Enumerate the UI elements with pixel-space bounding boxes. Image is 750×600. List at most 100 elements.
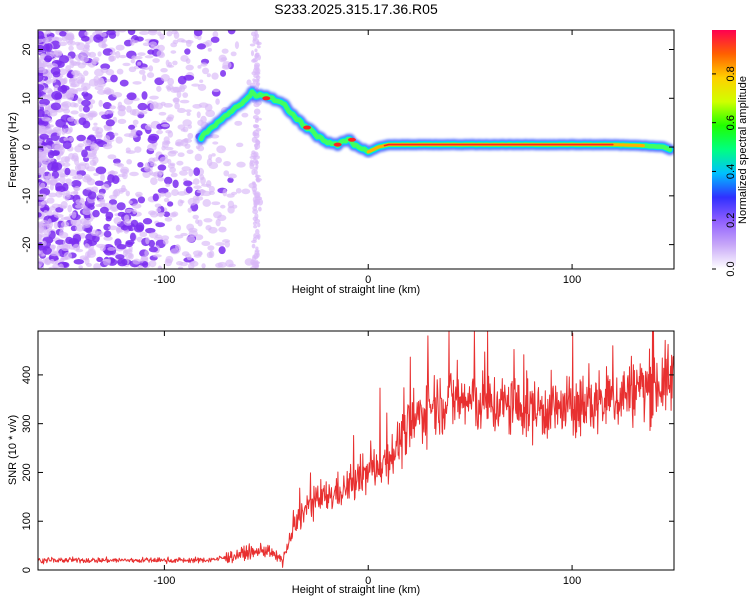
spectrogram-noise-mark	[205, 39, 213, 47]
y-tick-label: 0	[21, 144, 33, 150]
spectrogram-noise-mark	[61, 128, 66, 135]
spectrogram-noise-mark	[177, 152, 185, 158]
spectrogram-noise-mark	[82, 86, 88, 93]
spectrogram-noise-mark	[74, 41, 81, 46]
spectrogram-noise-mark	[120, 225, 129, 231]
spectrogram-noise-mark	[254, 218, 261, 224]
spectrogram-noise-mark	[251, 261, 258, 265]
spectrogram-noise-mark	[200, 183, 211, 187]
spectrogram-noise-mark	[149, 95, 159, 100]
spectrogram-noise-mark	[38, 73, 44, 82]
spectrogram-noise-mark	[157, 31, 162, 36]
ridge-layer	[195, 86, 674, 158]
spectrogram-noise-mark	[125, 239, 135, 246]
spectrogram-noise-mark	[51, 142, 62, 151]
spectrogram-noise-mark	[84, 42, 90, 50]
spectrogram-noise-mark	[170, 50, 177, 54]
spectrogram-noise-mark	[71, 180, 82, 188]
snr-frame	[37, 330, 675, 571]
spectrogram-noise-mark	[182, 92, 189, 98]
spectrogram-noise-mark	[108, 32, 117, 39]
spectrogram-noise-mark	[59, 150, 64, 156]
spectrogram-noise-mark	[177, 38, 185, 43]
spectrogram-noise-mark	[94, 180, 104, 187]
colorbar-ticks: 0.0 0.2 0.4 0.6 0.8	[712, 66, 737, 277]
spectrogram-noise-mark	[180, 232, 188, 237]
spectrogram-noise-mark	[78, 265, 83, 269]
spectrogram-noise-mark	[53, 213, 64, 218]
spectrogram-noise-mark	[92, 34, 104, 43]
spectrogram-noise-mark	[98, 99, 103, 107]
spectrogram-noise-mark	[256, 45, 261, 49]
spectrogram-noise-mark	[62, 140, 72, 150]
spectrogram-noise-mark	[49, 179, 58, 186]
spectrogram-noise-mark	[51, 90, 63, 100]
snr-y-label: SNR (10 * v/v)	[7, 415, 19, 485]
spectrogram-noise-mark	[92, 156, 99, 164]
spectrogram-noise-mark	[204, 103, 213, 112]
spectrogram-noise-mark	[58, 263, 64, 269]
spectrogram-noise-mark	[171, 189, 179, 196]
spectrogram-noise-mark	[70, 220, 76, 226]
spectrogram-noise-mark	[46, 36, 55, 43]
spectrogram-noise-mark	[165, 116, 172, 122]
spectrogram-noise-mark	[137, 61, 142, 66]
spectrogram-noise-mark	[230, 51, 237, 57]
spectrogram-noise-mark	[38, 258, 43, 263]
spectrogram-noise-mark	[161, 123, 170, 127]
spectrogram-noise-mark	[180, 54, 189, 62]
spectrogram-noise-mark	[129, 232, 136, 242]
spectrogram-noise-mark	[55, 186, 66, 193]
y-tick-label: -10	[21, 188, 33, 204]
spectrogram-noise-mark	[55, 207, 64, 213]
spectrogram-noise-mark	[183, 74, 195, 81]
spectrogram-noise-mark	[252, 78, 256, 82]
spectrogram-noise-mark	[82, 120, 91, 129]
spectrogram-noise-mark	[69, 58, 74, 64]
spectrogram-noise-mark	[38, 263, 42, 269]
spectrogram-noise-mark	[217, 214, 227, 222]
y-tick-label: -20	[21, 237, 33, 253]
spectrogram-noise-mark	[173, 97, 180, 104]
spectrogram-frame	[37, 29, 675, 270]
spectrogram-noise-mark	[192, 198, 200, 205]
colorbar-tick-label: 0.6	[725, 115, 737, 130]
spectrogram-noise-mark	[103, 236, 113, 241]
spectrogram-noise-mark	[186, 149, 194, 155]
spectrogram-noise-mark	[255, 117, 262, 121]
spectrogram-noise-mark	[254, 30, 258, 37]
spectrogram-noise-mark	[215, 218, 221, 227]
spectrogram-noise-mark	[40, 182, 46, 189]
snr-x-label: Height of straight line (km)	[292, 584, 420, 596]
spectrogram-noise-mark	[207, 47, 212, 52]
ridge-hotspot	[262, 96, 271, 101]
spectrogram-noise-mark	[205, 109, 216, 118]
spectrogram-noise-mark	[43, 210, 48, 214]
spectrogram-noise-mark	[55, 190, 63, 198]
spectrogram-noise-mark	[66, 93, 75, 101]
spectrogram-noise-mark	[164, 146, 174, 151]
spectrogram-noise-mark	[74, 204, 84, 209]
spectrogram-noise-mark	[90, 142, 97, 149]
spectrogram-noise-mark	[193, 167, 201, 176]
spectrogram-noise-mark	[113, 158, 121, 164]
spectrogram-noise-mark	[105, 211, 114, 220]
spectrogram-noise-mark	[38, 249, 41, 254]
spectrogram-noise-mark	[41, 116, 51, 122]
spectrogram-noise-mark	[192, 103, 203, 109]
spectrogram-noise-mark	[167, 201, 174, 207]
spectrogram-noise-mark	[47, 192, 58, 198]
spectrogram-noise-mark	[150, 177, 158, 186]
spectrogram-noise-mark	[52, 149, 60, 156]
spectrogram-noise-mark	[65, 236, 73, 245]
spectrogram-noise-mark	[188, 230, 198, 237]
spectrogram-noise-mark	[50, 67, 61, 75]
spectrogram-noise-mark	[185, 186, 193, 194]
spectrogram-noise-mark	[148, 232, 159, 239]
spectrogram-noise-mark	[132, 203, 142, 209]
spectrogram-noise-mark	[217, 261, 227, 268]
snr-panel: -100 0 100 0 100 200 300 400 Height of straigh…	[7, 330, 675, 596]
spectrogram-noise-mark	[108, 55, 115, 62]
spectrogram-noise-mark	[103, 230, 112, 238]
spectrogram-noise-mark	[170, 172, 178, 178]
